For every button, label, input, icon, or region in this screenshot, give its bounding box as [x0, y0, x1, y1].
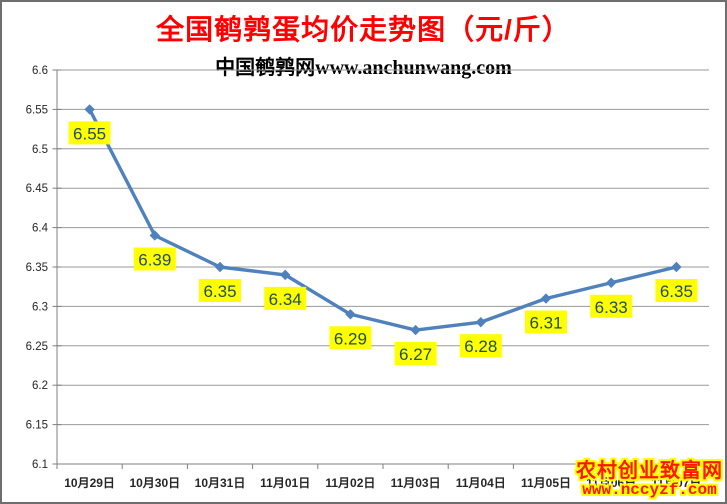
y-axis-label: 6.55: [26, 104, 48, 116]
data-label: 6.34: [269, 290, 302, 309]
y-axis-label: 6.4: [32, 223, 49, 235]
data-point-marker: [671, 261, 682, 273]
data-label: 6.27: [399, 345, 432, 364]
data-point-marker: [410, 324, 421, 336]
data-point-marker: [280, 269, 291, 281]
data-label-box: [655, 279, 698, 302]
y-axis-label: 6.2: [32, 380, 48, 392]
data-label: 6.39: [138, 250, 171, 269]
x-axis-label: 11月04日: [456, 476, 506, 490]
y-axis-label: 6.15: [26, 420, 48, 432]
data-label: 6.35: [660, 282, 693, 301]
y-axis-label: 6.3: [32, 301, 48, 313]
data-point-marker: [475, 316, 486, 328]
data-label: 6.29: [334, 329, 367, 348]
x-axis-label: 11月06日: [586, 476, 636, 490]
data-label-box: [459, 334, 502, 358]
data-point-marker: [214, 261, 226, 273]
data-label: 6.31: [529, 314, 562, 333]
data-point-marker: [149, 230, 160, 241]
data-label-box: [133, 247, 176, 271]
data-label: 6.33: [595, 298, 628, 317]
data-label: 6.28: [464, 337, 497, 356]
data-label-box: [68, 121, 111, 145]
y-axis-label: 6.1: [32, 459, 48, 471]
data-label-box: [329, 326, 372, 350]
x-axis-label: 10月29日: [64, 476, 115, 490]
data-label: 6.35: [203, 282, 236, 301]
y-axis-label: 6.25: [26, 341, 48, 353]
data-point-marker: [84, 104, 95, 115]
chart-subtitle: 中国鹌鹑网www.anchunwang.com: [215, 57, 512, 79]
y-axis-label: 6.5: [32, 144, 48, 156]
data-point-marker: [345, 309, 356, 320]
data-label-box: [264, 286, 307, 310]
x-axis-label: 11月02日: [325, 476, 375, 490]
data-label-box: [394, 342, 437, 366]
data-point-marker: [606, 277, 617, 288]
y-axis-label: 6.6: [32, 65, 48, 77]
x-axis-label: 11月03日: [391, 476, 441, 490]
data-label-box: [525, 310, 567, 334]
x-axis-label: 11月05日: [521, 476, 571, 490]
data-label-box: [590, 294, 633, 318]
x-axis-label: 10月30日: [129, 476, 180, 490]
x-axis-label: 11月07日: [651, 476, 701, 490]
y-axis-label: 6.35: [26, 262, 48, 274]
price-line: [87, 107, 679, 332]
data-label-box: [199, 279, 241, 302]
chart-title: 全国鹌鹑蛋均价走势图（元/斤）: [156, 14, 571, 45]
x-axis-label: 11月01日: [260, 476, 310, 490]
data-label: 6.55: [73, 124, 106, 143]
x-axis-label: 10月31日: [195, 476, 246, 490]
y-axis-label: 6.45: [26, 183, 48, 195]
data-point-marker: [540, 293, 552, 304]
